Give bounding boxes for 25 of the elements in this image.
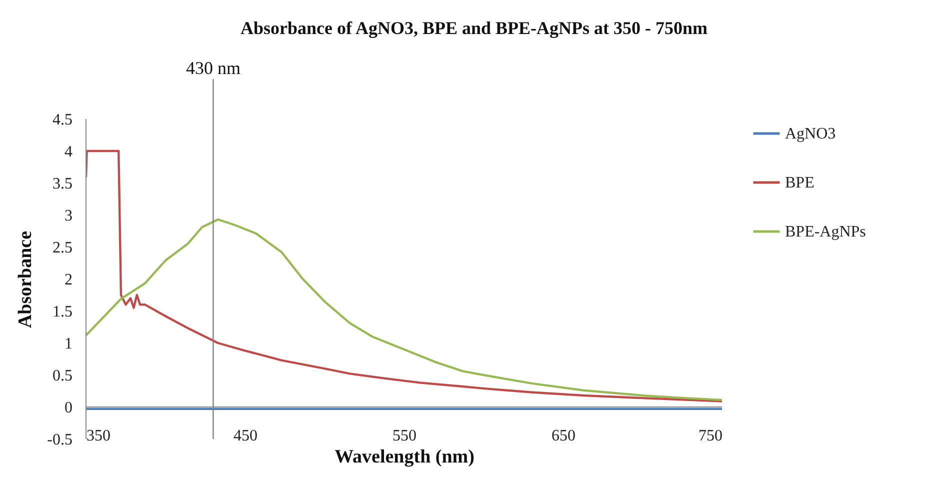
x-tick-label: 650 — [552, 428, 576, 444]
y-tick-label: 0 — [64, 400, 72, 416]
x-axis-title: Wavelength (nm) — [334, 446, 474, 468]
line-series — [86, 150, 722, 402]
legend-label: BPE — [785, 174, 814, 192]
y-tick-label: -0.5 — [47, 432, 72, 448]
legend-label: BPE-AgNPs — [785, 224, 866, 240]
y-tick-label: 0.5 — [52, 368, 72, 384]
x-tick-label: 550 — [392, 428, 416, 444]
line-series — [86, 218, 722, 402]
y-tick-label: 1.5 — [52, 304, 72, 320]
y-tick-label: 3.5 — [52, 176, 72, 192]
chart-title: Absorbance of AgNO3, BPE and BPE-AgNPs at 350 - 750nm — [240, 18, 708, 38]
ref-line-label: 430 nm — [186, 58, 240, 78]
x-tick-label: 750 — [698, 428, 722, 444]
legend-label: AgNO3 — [785, 126, 836, 142]
y-tick-label: 2 — [64, 272, 72, 288]
y-tick-label: 4.5 — [52, 112, 72, 128]
y-axis-title: Absorbance — [15, 230, 36, 328]
y-tick-label: 3 — [64, 208, 72, 224]
y-tick-label: 2.5 — [52, 240, 72, 256]
x-tick-label: 350 — [86, 428, 110, 444]
x-tick-label: 450 — [234, 428, 258, 444]
y-tick-label: 4 — [64, 144, 72, 160]
y-tick-label: 1 — [64, 336, 72, 352]
